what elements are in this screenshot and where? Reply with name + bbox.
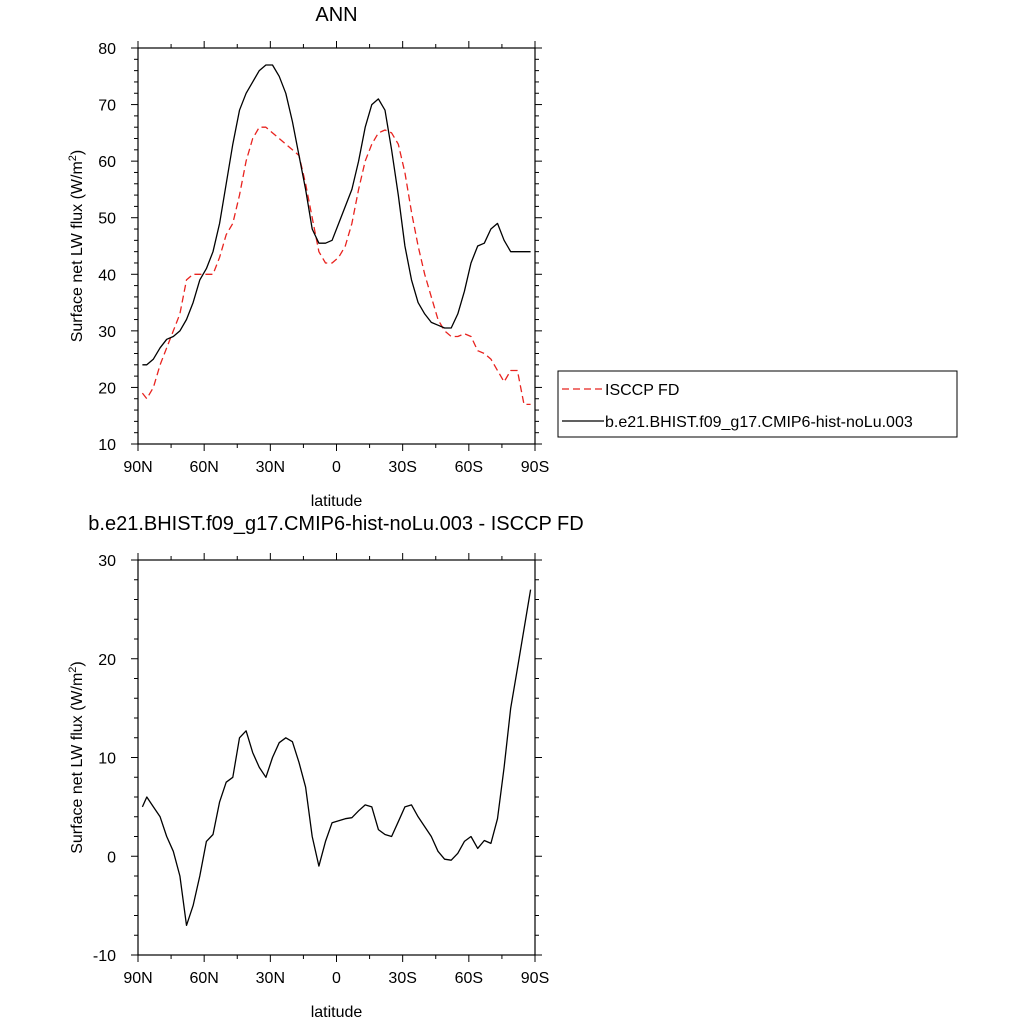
top-y-tick-labels: 10 20 30 40 50 60 70 80 [98,41,116,454]
legend-label-model: b.e21.BHIST.f09_g17.CMIP6-hist-noLu.003 [605,414,913,431]
x-tick-label: 60S [455,459,483,476]
y-tick-label: 80 [98,41,116,58]
top-series-lines [141,64,531,406]
series-line-1 [142,64,531,366]
y-tick-label: 10 [98,751,116,768]
series-line-0 [141,126,531,406]
bottom-y-axis-label: Surface net LW flux (W/m2) [67,661,86,854]
x-tick-label: 60N [189,970,218,987]
y-tick-label: 50 [98,211,116,228]
x-tick-label: 60N [189,459,218,476]
top-y-label-close: ) [69,150,86,155]
legend-label-isccp: ISCCP FD [605,382,679,399]
x-tick-label: 90N [123,459,152,476]
top-y-label-sup: 2 [67,155,79,161]
top-x-tick-labels: 90N 60N 30N 0 30S 60S 90S [123,459,549,476]
series-line-0 [141,589,532,927]
top-x-axis-label: latitude [311,493,363,510]
y-tick-label: 20 [98,652,116,669]
x-tick-label: 0 [332,970,341,987]
x-tick-label: 30S [388,459,416,476]
x-tick-label: 90S [521,970,549,987]
x-tick-label: 30N [256,970,285,987]
y-tick-label: 30 [98,324,116,341]
x-tick-label: 0 [332,459,341,476]
x-tick-label: 30S [388,970,416,987]
bottom-ticks [131,553,542,962]
y-tick-label: 10 [98,437,116,454]
y-tick-label: 70 [98,98,116,115]
legend-box [557,370,958,438]
x-tick-label: 90N [123,970,152,987]
bottom-y-tick-labels: -10 0 10 20 30 [93,553,116,965]
bottom-x-tick-labels: 90N 60N 30N 0 30S 60S 90S [123,970,549,987]
top-plot-frame [137,47,536,445]
y-tick-label: 40 [98,267,116,284]
y-tick-label: 20 [98,380,116,397]
bottom-plot-frame [137,559,536,956]
y-tick-label: 30 [98,553,116,570]
top-ticks [131,41,542,451]
top-chart: ANN 90N 60N 30N 0 30S 60S 90S 10 20 30 40 50 60 70 80… [67,4,549,510]
x-tick-label: 90S [521,459,549,476]
top-y-label-main: Surface net LW flux (W/m [69,161,86,342]
x-tick-label: 30N [256,459,285,476]
bottom-y-label-main: Surface net LW flux (W/m [69,673,86,854]
bottom-chart: b.e21.BHIST.f09_g17.CMIP6-hist-noLu.003 … [67,513,584,1021]
y-tick-label: 0 [107,849,116,866]
bottom-chart-title: b.e21.BHIST.f09_g17.CMIP6-hist-noLu.003 … [88,513,583,535]
bottom-y-label-sup: 2 [67,667,79,673]
top-chart-title: ANN [315,4,357,26]
bottom-series-lines [141,589,532,927]
bottom-x-axis-label: latitude [311,1004,363,1021]
legend: ISCCP FD b.e21.BHIST.f09_g17.CMIP6-hist-… [557,370,958,438]
x-tick-label: 60S [455,970,483,987]
bottom-y-label-close: ) [69,661,86,666]
y-tick-label: 60 [98,154,116,171]
top-y-axis-label: Surface net LW flux (W/m2) [67,150,86,343]
y-tick-label: -10 [93,948,116,965]
